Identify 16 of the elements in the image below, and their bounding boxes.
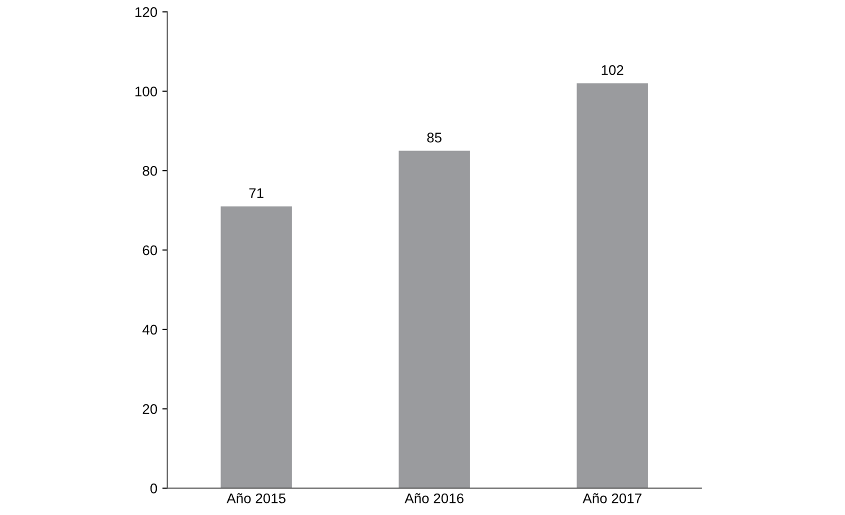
bar xyxy=(398,150,470,488)
y-tick-label: 40 xyxy=(142,324,158,335)
x-tick-label: Año 2016 xyxy=(404,493,464,504)
x-tick-label: Año 2015 xyxy=(226,493,286,504)
y-tick-label: 60 xyxy=(142,245,158,256)
y-tick-label: 120 xyxy=(135,7,158,18)
y-tick-label: 0 xyxy=(150,484,158,494)
data-label: 71 xyxy=(249,188,264,198)
y-tick-label: 100 xyxy=(135,86,158,96)
bar xyxy=(576,83,648,488)
data-label: 102 xyxy=(602,65,624,75)
bar xyxy=(220,206,292,488)
x-tick-label: Año 2017 xyxy=(582,493,642,504)
y-tick-label: 80 xyxy=(142,166,158,176)
y-tick-label: 20 xyxy=(142,404,158,414)
data-label: 85 xyxy=(427,132,442,142)
